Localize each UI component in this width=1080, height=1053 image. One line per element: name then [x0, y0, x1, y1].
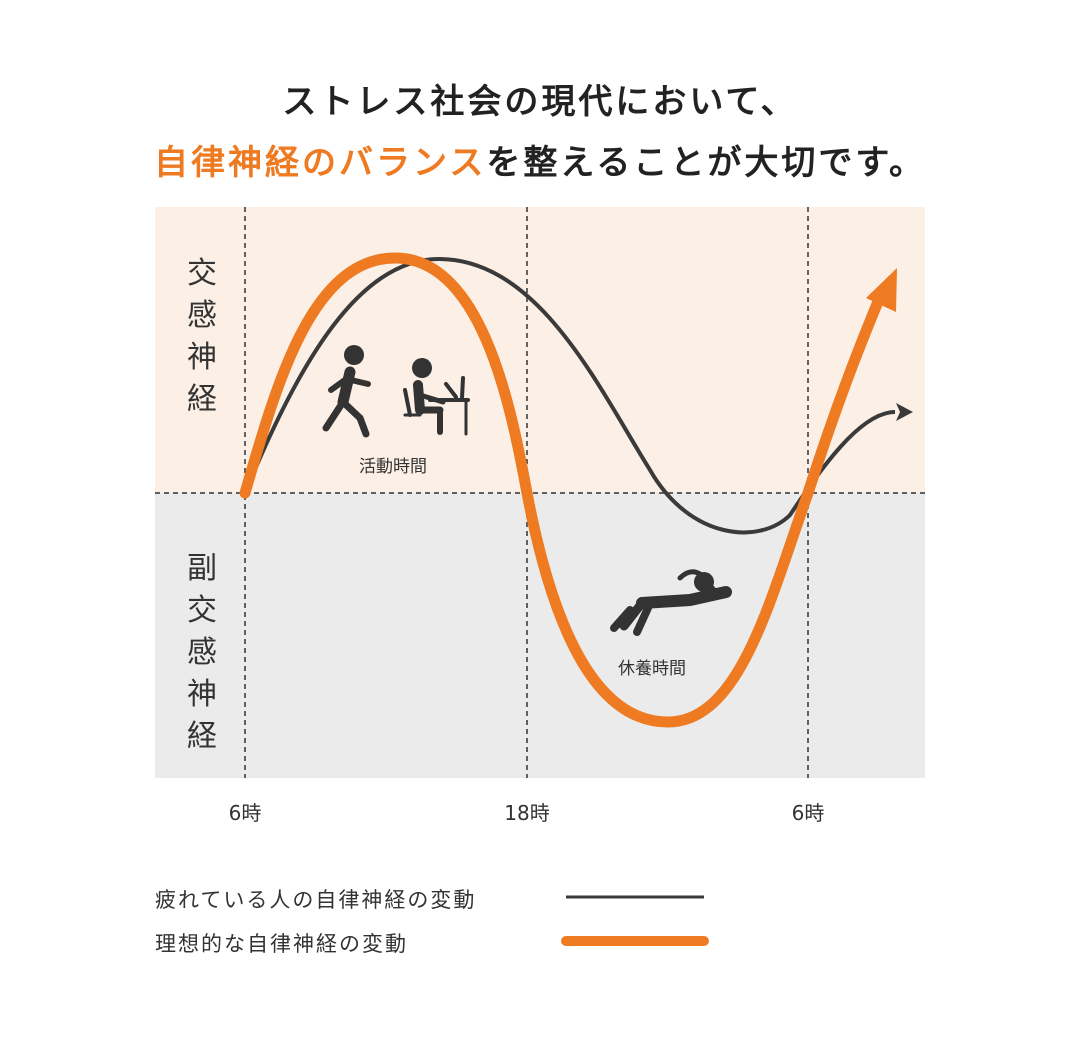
annotation-rest-time: 休養時間	[618, 659, 686, 679]
sympathetic-char: 経	[187, 382, 217, 417]
parasympathetic-char: 副	[187, 551, 217, 586]
sympathetic-char: 交	[187, 256, 217, 291]
parasympathetic-char: 交	[187, 593, 217, 628]
zone-label-sympathetic: 交 感 神 経	[187, 256, 217, 417]
legend-label-tired: 疲れている人の自律神経の変動	[155, 888, 477, 912]
running-person-icon	[322, 345, 371, 438]
parasympathetic-char: 神	[187, 677, 217, 712]
headline-line-1: ストレス社会の現代において、	[282, 82, 798, 122]
sympathetic-char: 感	[187, 298, 217, 333]
parasympathetic-char: 経	[187, 719, 217, 754]
reclining-person-icon	[610, 569, 732, 636]
x-tick-label: 6時	[229, 801, 262, 825]
sympathetic-char: 神	[187, 340, 217, 375]
zone-label-parasympathetic: 副 交 感 神 経	[187, 551, 217, 754]
tired-curve-arrowhead	[896, 403, 913, 421]
ideal-curve-arrowhead	[866, 268, 897, 312]
annotation-active-time: 活動時間	[359, 457, 427, 477]
x-tick-label: 18時	[504, 801, 549, 825]
ideal-curve	[239, 252, 888, 728]
headline-line-2: 自律神経のバランスを整えることが大切です。	[0, 135, 1080, 184]
sympathetic-band	[155, 207, 925, 493]
headline-rest: を整えることが大切です。	[486, 143, 926, 183]
legend-label-ideal: 理想的な自律神経の変動	[155, 932, 408, 956]
person-at-desk-icon	[403, 358, 470, 436]
headline-highlight: 自律神経のバランス	[154, 143, 487, 183]
parasympathetic-char: 感	[187, 635, 217, 670]
x-tick-label: 6時	[792, 801, 825, 825]
